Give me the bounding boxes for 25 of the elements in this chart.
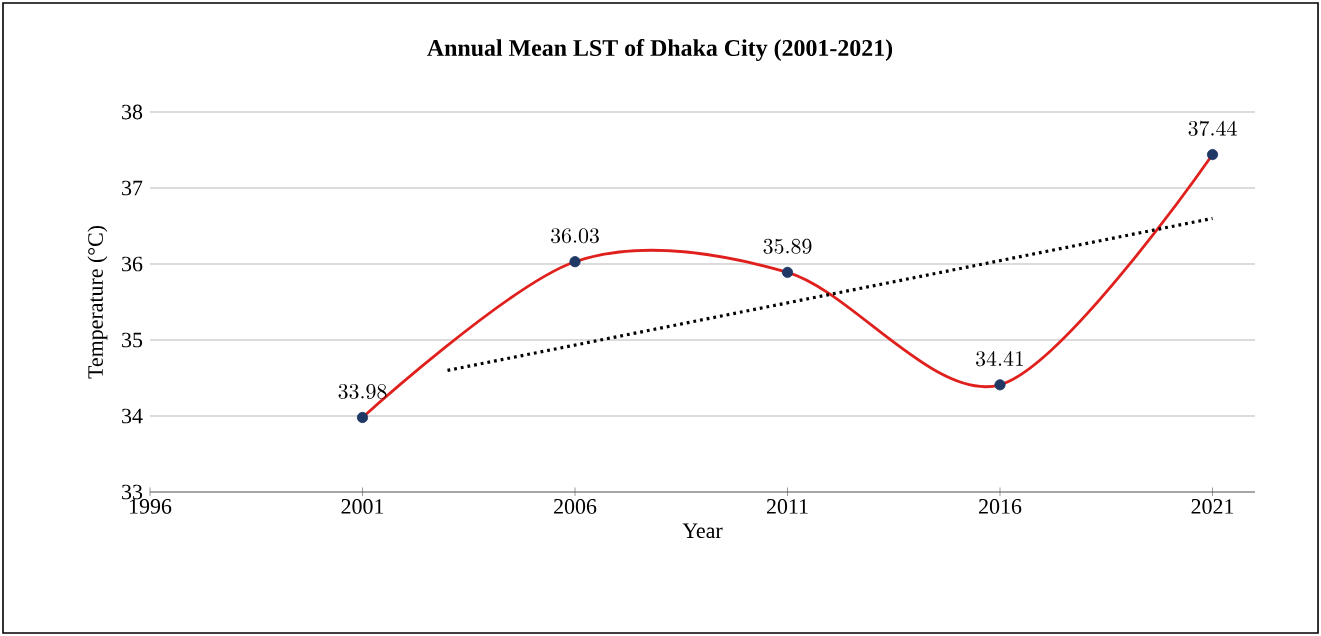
x-tick-label: 2016	[979, 499, 1022, 514]
data-label: 37.44	[1188, 120, 1237, 137]
x-tick-label: 2011	[766, 499, 808, 514]
y-tick-label: 33	[122, 484, 143, 500]
chart-title: Annual Mean LST of Dhaka City (2001-2021)	[427, 38, 893, 61]
y-tick-label: 38	[122, 104, 143, 120]
point	[994, 379, 1006, 391]
x-axis-title: Year	[682, 523, 723, 539]
data-label: 33.98	[338, 383, 387, 399]
x-tick-label: 2006	[554, 499, 597, 514]
point	[1206, 148, 1219, 161]
x-tick-label: 2021	[1191, 499, 1234, 514]
data-label: 36.03	[551, 228, 599, 244]
x-tick-label: 2001	[341, 499, 384, 514]
point	[356, 411, 369, 424]
point	[781, 266, 794, 278]
data-label: 34.41	[976, 351, 1024, 367]
x-tick-label: 1996	[130, 499, 172, 514]
y-tick-label: 37	[122, 180, 143, 196]
y-tick-label: 36	[122, 256, 143, 272]
point	[569, 256, 581, 268]
y-axis-title: Temperature (°C)	[87, 225, 108, 379]
data-label: 35.89	[763, 238, 812, 254]
y-tick-label: 34	[122, 408, 143, 424]
y-tick-label: 35	[122, 332, 143, 348]
